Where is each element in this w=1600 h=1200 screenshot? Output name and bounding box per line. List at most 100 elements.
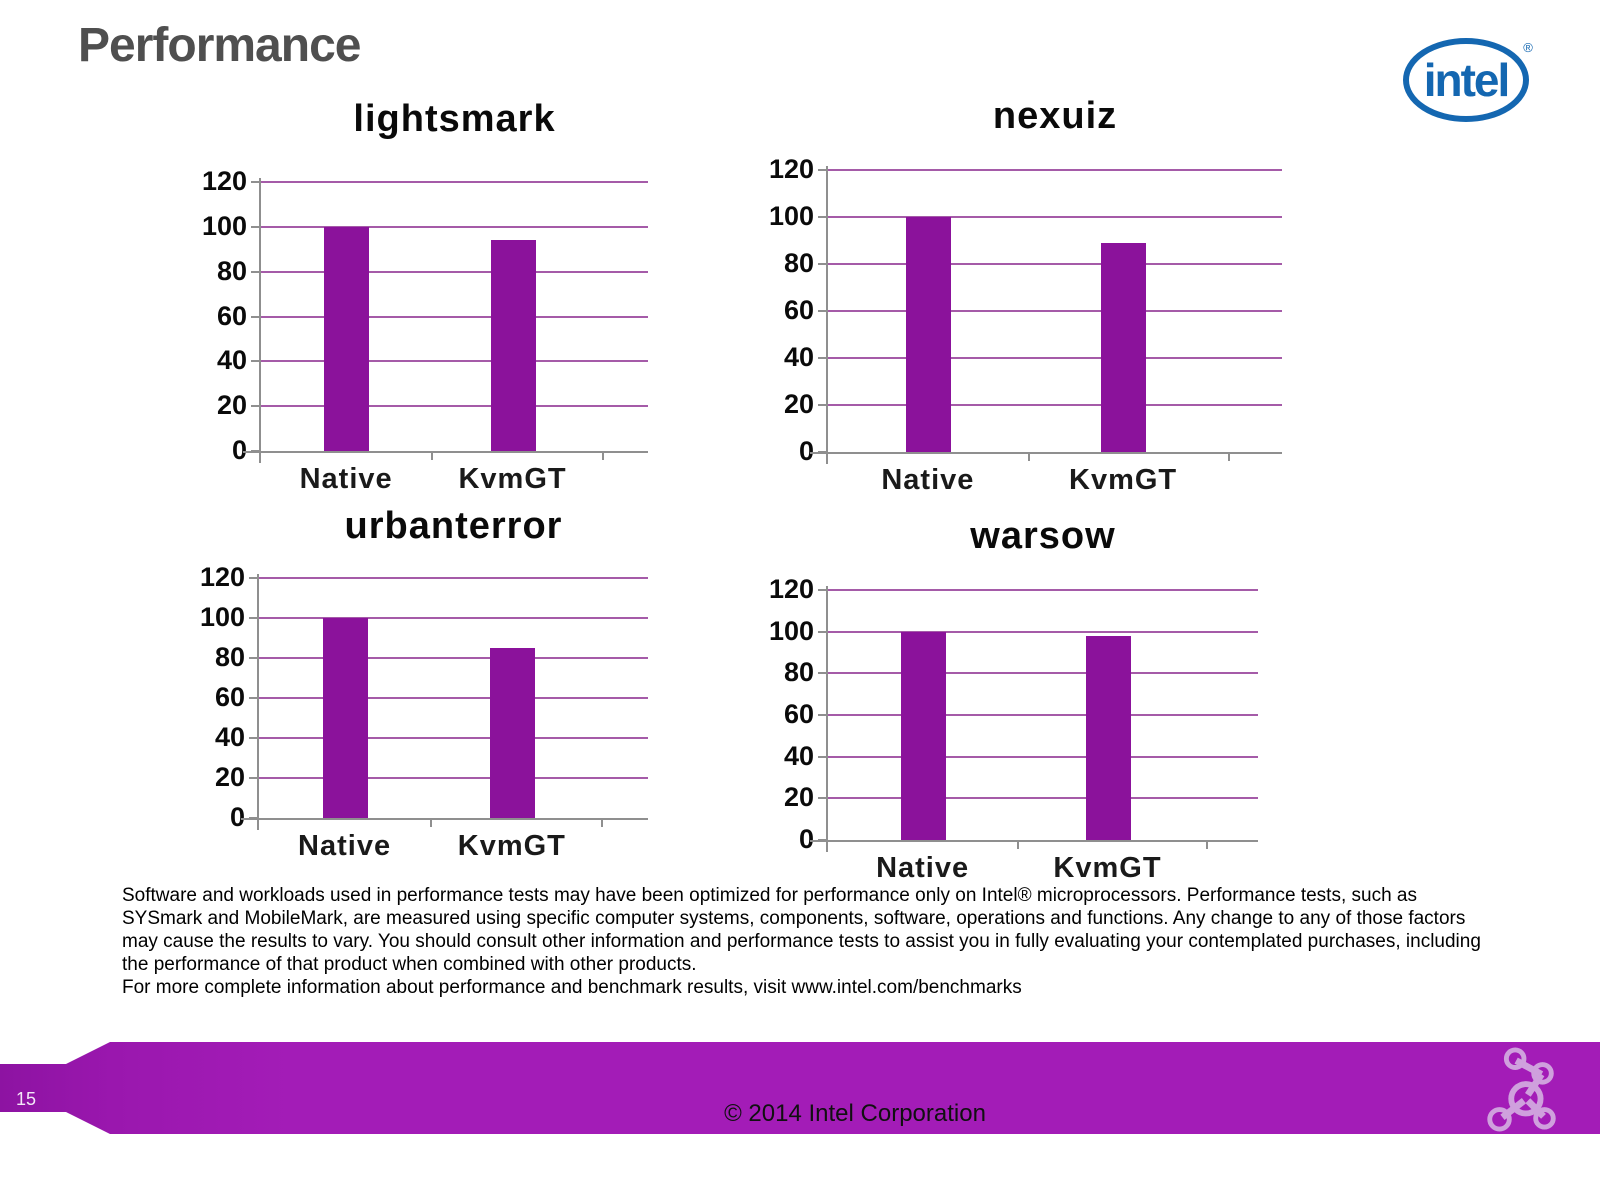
- gridline-60: [828, 310, 1282, 312]
- intel-logo: intel ®: [1403, 38, 1533, 122]
- y-axis-line: [826, 586, 828, 852]
- bar-kvmgt: [1085, 635, 1131, 840]
- gridline-20: [259, 777, 648, 779]
- gridline-120: [828, 589, 1258, 591]
- x-axis-label-native: Native: [876, 852, 970, 884]
- x-axis-tick: [430, 818, 433, 827]
- y-axis-label: 0: [231, 435, 247, 465]
- y-axis-label: 80: [216, 255, 247, 286]
- page-number: 15: [16, 1089, 37, 1109]
- x-axis-tick: [1227, 452, 1230, 461]
- x-axis-line: [243, 451, 648, 453]
- y-axis-tick: [818, 357, 828, 359]
- x-axis-label-kvmgt: KvmGT: [457, 830, 566, 862]
- x-axis-tick: [1206, 840, 1209, 849]
- gridline-80: [828, 672, 1258, 675]
- y-axis-tick: [818, 672, 828, 675]
- chart-warsow: warsow 0 20 40 60 80 100 120 Native KvmGT: [715, 515, 1290, 905]
- gridline-120: [828, 169, 1282, 171]
- y-axis-label: 0: [798, 824, 814, 854]
- y-axis-tick: [249, 777, 259, 779]
- y-axis-label: 60: [783, 699, 814, 729]
- y-axis-tick: [818, 714, 828, 716]
- x-axis-label-native: Native: [299, 463, 393, 495]
- gridline-80: [828, 263, 1282, 265]
- y-axis-label: 100: [768, 201, 814, 231]
- copyright-text: © 2014 Intel Corporation: [724, 1100, 986, 1127]
- y-axis-label: 60: [783, 295, 814, 325]
- y-axis-label: 60: [214, 682, 245, 712]
- gridline-20: [261, 405, 648, 408]
- y-axis-tick: [251, 405, 261, 408]
- y-axis-label: 80: [783, 657, 814, 688]
- y-axis-tick: [818, 797, 828, 800]
- intel-logo-registered-mark: ®: [1523, 40, 1533, 55]
- x-axis-tick: [601, 818, 604, 827]
- y-axis-tick: [251, 315, 261, 318]
- x-axis-label-kvmgt: KvmGT: [1069, 464, 1178, 496]
- gridline-120: [259, 577, 648, 579]
- chart-lightsmark: lightsmark 0 20 40 60 80 100 120 Native KvmGT: [140, 98, 670, 518]
- chart-nexuiz: nexuiz 0 20 40 60 80 100 120 Native KvmGT: [715, 95, 1290, 515]
- bar-kvmgt: [489, 648, 535, 818]
- y-axis-label: 100: [768, 615, 814, 646]
- disclaimer-paragraph: Software and workloads used in performan…: [122, 885, 1481, 975]
- x-axis-label-native: Native: [881, 464, 975, 496]
- y-axis-label: 40: [783, 740, 814, 771]
- gridline-60: [261, 315, 648, 318]
- intel-logo-text: intel: [1424, 54, 1509, 106]
- y-axis-tick: [818, 169, 828, 171]
- intel-logo-swoosh: [1403, 38, 1529, 122]
- y-axis-label: 0: [229, 802, 245, 832]
- y-axis-tick: [251, 225, 261, 228]
- y-axis-label: 0: [798, 436, 814, 466]
- gridline-60: [828, 714, 1258, 716]
- x-axis-tick: [431, 451, 434, 460]
- bar-kvmgt: [490, 240, 536, 451]
- y-axis-label: 20: [783, 782, 814, 813]
- y-axis-tick: [818, 755, 828, 758]
- y-axis-tick: [251, 270, 261, 273]
- chart-urbanterror: urbanterror 0 20 40 60 80 100 120 Native KvmGT: [138, 505, 668, 895]
- y-axis-label: 80: [214, 642, 245, 672]
- chart-title: nexuiz: [992, 95, 1118, 137]
- bar-native: [324, 226, 370, 451]
- y-axis-label: 40: [214, 722, 245, 752]
- y-axis-tick: [251, 360, 261, 363]
- gridline-40: [828, 357, 1282, 359]
- y-axis-line: [257, 574, 259, 830]
- y-axis-label: 120: [768, 574, 814, 604]
- disclaimer-benchmark-link-line: For more complete information about perf…: [122, 977, 1022, 998]
- y-axis-tick: [818, 589, 828, 591]
- y-axis-tick: [249, 617, 259, 619]
- x-axis-label-native: Native: [298, 830, 392, 862]
- gridline-100: [261, 225, 648, 228]
- gridline-40: [259, 737, 648, 739]
- bar-native: [900, 631, 946, 840]
- y-axis-line: [826, 166, 828, 464]
- y-axis-label: 20: [216, 390, 247, 421]
- y-axis-label: 120: [201, 166, 247, 196]
- gridline-80: [259, 657, 648, 659]
- x-axis-tick: [601, 451, 604, 460]
- y-axis-label: 80: [783, 248, 814, 278]
- y-axis-label: 40: [783, 342, 814, 372]
- x-axis-line: [810, 452, 1282, 454]
- y-axis-line: [259, 178, 261, 463]
- y-axis-label: 100: [201, 210, 247, 241]
- gridline-40: [828, 755, 1258, 758]
- y-axis-tick: [818, 216, 828, 218]
- gridline-20: [828, 404, 1282, 406]
- molecule-icon: [1487, 1047, 1556, 1132]
- footer-band: 15 © 2014 Intel Corporation: [0, 1042, 1600, 1134]
- y-axis-tick: [818, 404, 828, 406]
- gridline-20: [828, 797, 1258, 800]
- x-axis-label-kvmgt: KvmGT: [458, 463, 567, 495]
- x-axis-tick: [1017, 840, 1020, 849]
- y-axis-label: 120: [768, 154, 814, 184]
- bar-native: [905, 217, 951, 452]
- y-axis-label: 60: [216, 300, 247, 331]
- x-axis-line: [241, 818, 648, 820]
- chart-title: warsow: [970, 515, 1116, 557]
